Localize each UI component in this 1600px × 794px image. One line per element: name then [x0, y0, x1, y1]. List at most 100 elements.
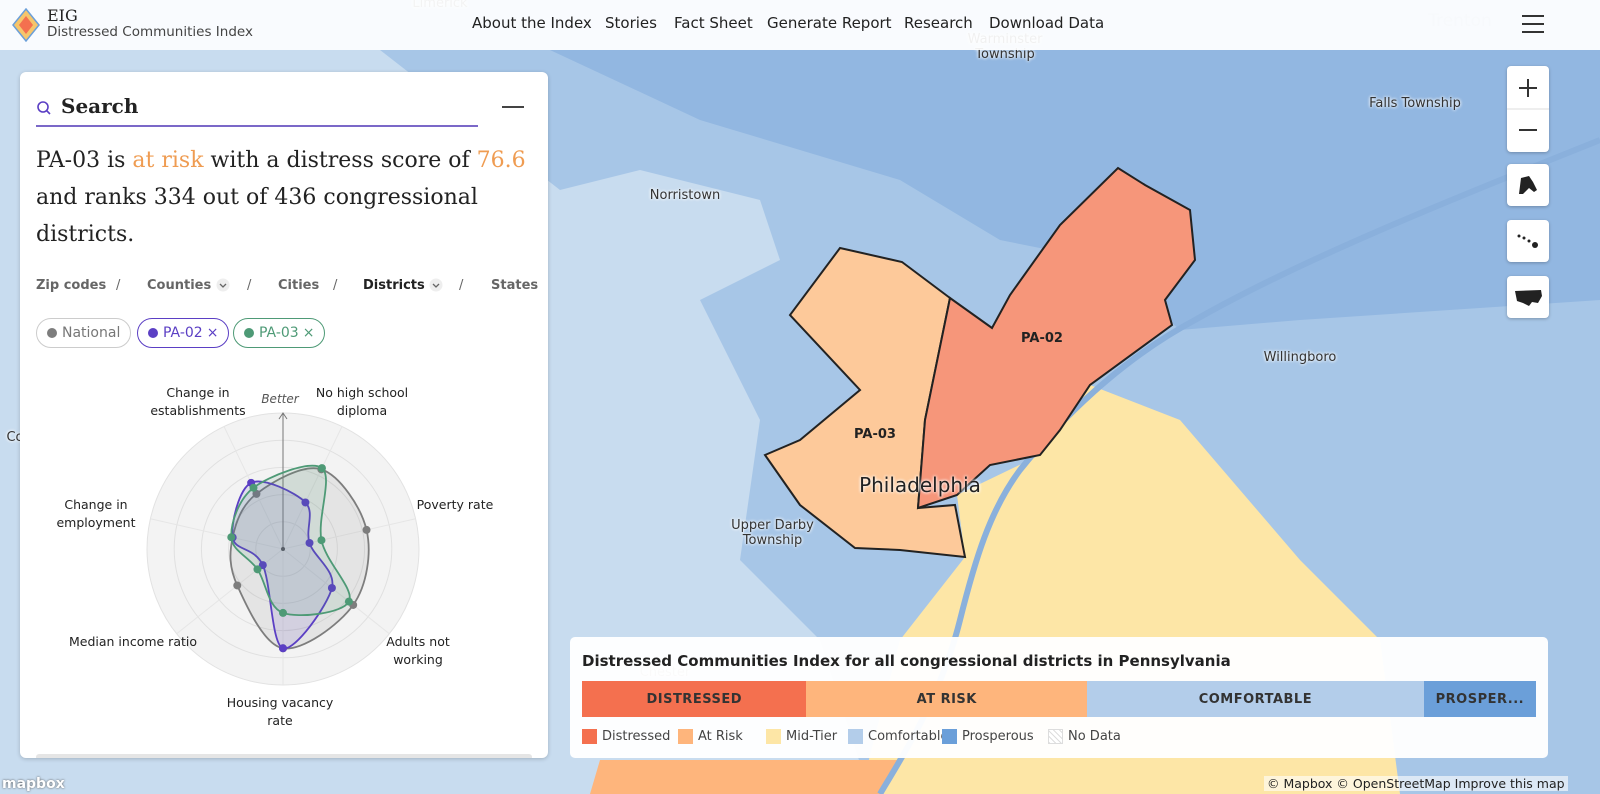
district-label: PA-03 — [854, 427, 896, 442]
nav-link[interactable]: Research — [904, 14, 973, 32]
legend-bar-label: COMFORTABLE — [1198, 691, 1313, 707]
nav-link[interactable]: About the Index — [472, 14, 592, 32]
side-panel: Search PA-03 is at risk with a distress … — [20, 72, 548, 758]
radar-center — [281, 547, 285, 551]
radar-point — [252, 489, 261, 498]
collapse-button[interactable] — [502, 106, 524, 108]
radar-spoke — [282, 518, 416, 550]
logo-title: EIG — [47, 6, 78, 25]
legend-swatch: Distressed — [582, 729, 670, 744]
chip[interactable]: PA-03 × — [233, 318, 326, 348]
zoom-buttons[interactable] — [1507, 66, 1549, 152]
chip-dot — [47, 328, 57, 338]
swatch-label: Prosperous — [962, 729, 1034, 744]
map-label: Willingboro — [1263, 350, 1337, 365]
swatch-box — [582, 729, 597, 744]
chip-dot — [244, 328, 254, 338]
summary: PA-03 is at risk with a distress score o… — [36, 142, 536, 253]
radar-point — [344, 597, 353, 606]
header: EIG Distressed Communities Index About t… — [0, 0, 1600, 50]
geo-tab[interactable]: Districts — [363, 278, 425, 293]
radar-axis-label: Poverty rate — [416, 497, 494, 512]
geo-tab[interactable]: Cities — [278, 278, 320, 293]
attribution: © Mapbox © OpenStreetMap Improve this ma… — [1264, 776, 1568, 791]
nav-link[interactable]: Fact Sheet — [674, 14, 753, 32]
search-input[interactable]: Search — [61, 94, 139, 118]
radar-axis-label: Median income ratio — [68, 634, 197, 649]
summary-text: PA-03 is — [36, 148, 133, 173]
summary-text: and ranks 334 out of 436 congressional d… — [36, 185, 478, 247]
geo-tab[interactable]: Zip codes — [36, 278, 107, 293]
map-label: Falls Township — [1369, 96, 1461, 111]
logo-icon — [12, 8, 40, 42]
legend-swatch: At Risk — [678, 729, 743, 744]
legend-title: Distressed Communities Index for all con… — [582, 652, 1231, 670]
radar-point — [253, 565, 262, 574]
map-label: Philadelphia — [859, 473, 981, 497]
better-label: Better — [261, 392, 299, 406]
geo-separator: / — [247, 278, 252, 293]
swatch-label: Distressed — [602, 729, 671, 744]
legend-swatch: Prosperous — [942, 729, 1034, 744]
chevron-bg — [429, 278, 443, 292]
legend-bar-segment: PROSPER... — [1423, 681, 1536, 717]
chevron — [219, 283, 227, 288]
alaska-button[interactable] — [1507, 164, 1549, 206]
better-arrowhead — [278, 412, 288, 420]
nav-link[interactable]: Download Data — [989, 14, 1105, 32]
chip-remove[interactable]: × — [302, 325, 315, 341]
chip-label: National — [62, 325, 121, 341]
map-label: Co — [6, 430, 24, 445]
geo-tab[interactable]: Counties — [147, 278, 212, 293]
geo-separator: / — [116, 278, 121, 293]
chevron-bg — [216, 278, 230, 292]
radar-spoke — [150, 518, 284, 550]
swatch-box — [942, 729, 957, 744]
dropdown-chevron[interactable] — [216, 278, 230, 292]
us-button[interactable] — [1507, 276, 1549, 318]
zoom-control — [1507, 66, 1549, 152]
summary-score: 76.6 — [476, 148, 526, 173]
nav-link[interactable]: Stories — [605, 14, 657, 32]
radar-spoke — [282, 426, 343, 550]
chip-remove[interactable]: × — [206, 325, 219, 341]
summary-category: at risk — [132, 148, 204, 173]
summary-text: with a distress score of — [203, 148, 477, 173]
swatch-box — [848, 729, 863, 744]
geo-tab[interactable]: States — [491, 278, 539, 293]
district-pa-02 — [916, 166, 1197, 510]
land-atrisk — [590, 760, 900, 794]
map-label: Norristown — [649, 188, 721, 203]
legend-bar-label: PROSPER... — [1435, 691, 1525, 707]
chip[interactable]: PA-02 × — [137, 318, 230, 348]
chip[interactable]: National — [36, 318, 132, 348]
geo-separator: / — [459, 278, 464, 293]
radar-point — [258, 561, 267, 570]
radar-point — [317, 464, 326, 473]
radar-chart: Better — [146, 392, 420, 686]
radar-axis-label: Change in establishments — [150, 385, 246, 418]
swatch-box — [1048, 729, 1063, 744]
nav-link[interactable]: Generate Report — [767, 14, 892, 32]
mapbox-logo[interactable]: mapbox — [2, 776, 65, 792]
radar-axis-label: No high school diploma — [315, 385, 409, 418]
dropdown-chevron[interactable] — [429, 278, 443, 292]
scrollbar — [36, 754, 532, 758]
chip-label: PA-03 — [259, 325, 299, 341]
menu-button[interactable] — [1522, 14, 1546, 34]
geo-separator: / — [333, 278, 338, 293]
legend-bar-segment: COMFORTABLE — [1087, 681, 1424, 717]
chip-dot — [148, 328, 158, 338]
legend-panel: Distressed Communities Index for all con… — [570, 637, 1548, 758]
chip-label: PA-02 — [163, 325, 203, 341]
radar-point — [317, 536, 326, 545]
swatch-box — [678, 729, 693, 744]
radar-axis-label: Adults not working — [386, 634, 450, 667]
swatch-label: Mid-Tier — [786, 729, 838, 744]
district-label: PA-02 — [1021, 331, 1063, 346]
improve-link[interactable]: Improve this map — [1454, 776, 1565, 791]
hawaii-button[interactable] — [1507, 220, 1549, 262]
legend-bar-segment: AT RISK — [806, 681, 1088, 717]
radar-axis-label: Housing vacancy rate — [226, 695, 334, 728]
